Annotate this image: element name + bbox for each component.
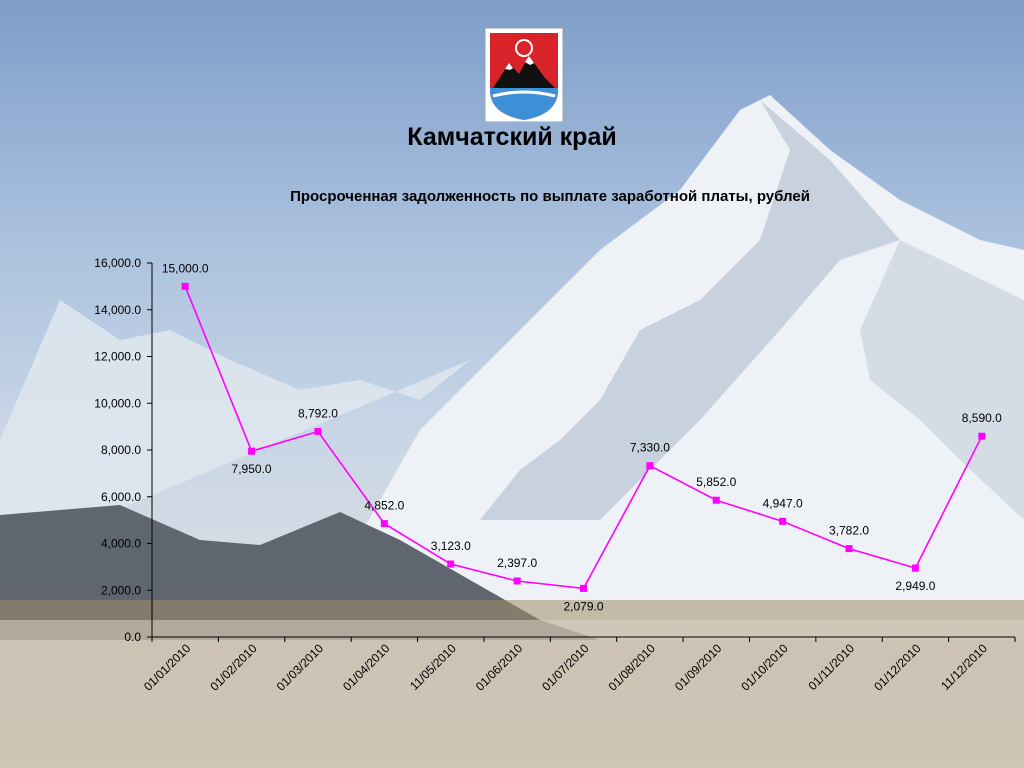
mountain-far-left: [0, 300, 470, 560]
x-tick-label: 01/03/2010: [274, 641, 327, 694]
data-point: [580, 584, 587, 592]
data-point: [646, 462, 654, 470]
x-tick-label: 01/11/2010: [805, 641, 857, 693]
data-label: 5,852.0: [696, 475, 736, 489]
data-labels: 15,000.0 7,950.0 8,792.0 4,852.0 3,123.0 2,39…: [162, 261, 1002, 613]
y-tick-label: 12,000.0: [94, 350, 141, 364]
data-label: 3,782.0: [829, 524, 869, 538]
data-point: [712, 496, 720, 504]
x-tick-label: 01/04/2010: [340, 641, 393, 694]
x-tick-label: 01/10/2010: [738, 641, 791, 694]
x-axis-ticks: 01/01/2010 01/02/2010 01/03/2010 01/04/2010…: [141, 637, 1016, 694]
x-tick-label: 01/09/2010: [672, 641, 725, 694]
x-tick-label: 01/07/2010: [539, 641, 592, 694]
data-point: [248, 447, 256, 455]
x-tick-label: 01/12/2010: [871, 641, 924, 694]
x-tick-label: 01/06/2010: [473, 641, 526, 694]
series-line: [184, 286, 983, 590]
mountain-shade-right: [860, 240, 1024, 520]
data-point: [181, 282, 189, 290]
mountain-shade: [480, 100, 900, 520]
data-label: 8,590.0: [962, 411, 1002, 425]
data-label: 15,000.0: [162, 261, 209, 275]
data-point: [380, 520, 388, 528]
chart-title: Просроченная задолженность по выплате за…: [290, 188, 810, 205]
data-point: [978, 432, 986, 440]
x-tick-label: 01/08/2010: [606, 641, 659, 694]
data-point: [779, 517, 787, 525]
y-tick-label: 14,000.0: [94, 303, 141, 317]
forest-haze: [0, 620, 1024, 768]
x-tick-label: 01/01/2010: [141, 641, 194, 694]
series-markers: [181, 282, 986, 592]
x-tick-label: 11/12/2010: [938, 641, 990, 693]
y-tick-label: 0.0: [124, 630, 141, 644]
data-point: [513, 577, 521, 585]
data-label: 4,852.0: [364, 499, 404, 513]
region-title: Камчатский край: [407, 123, 617, 151]
y-tick-label: 8,000.0: [101, 443, 141, 457]
x-tick-label: 11/05/2010: [407, 641, 459, 693]
data-point: [845, 545, 853, 553]
y-tick-label: 16,000.0: [94, 256, 141, 270]
y-tick-label: 10,000.0: [94, 396, 141, 410]
data-point: [911, 564, 919, 572]
data-label: 7,950.0: [232, 462, 272, 476]
data-label: 2,079.0: [563, 599, 603, 613]
y-tick-label: 6,000.0: [101, 490, 141, 504]
kamchatka-coat-of-arms-icon: [485, 28, 563, 122]
data-label: 2,949.0: [895, 579, 935, 593]
data-label: 2,397.0: [497, 556, 537, 570]
data-label: 4,947.0: [763, 496, 803, 510]
data-label: 8,792.0: [298, 406, 338, 420]
y-axis-ticks: 0.0 2,000.0 4,000.0 6,000.0 8,000.0 10,000.0 1…: [94, 256, 152, 644]
data-point: [314, 427, 322, 435]
y-tick-label: 2,000.0: [101, 583, 141, 597]
y-tick-label: 4,000.0: [101, 537, 141, 551]
data-label: 7,330.0: [630, 441, 670, 455]
data-label: 3,123.0: [431, 539, 471, 553]
data-point: [447, 560, 455, 568]
x-tick-label: 01/02/2010: [207, 641, 260, 694]
